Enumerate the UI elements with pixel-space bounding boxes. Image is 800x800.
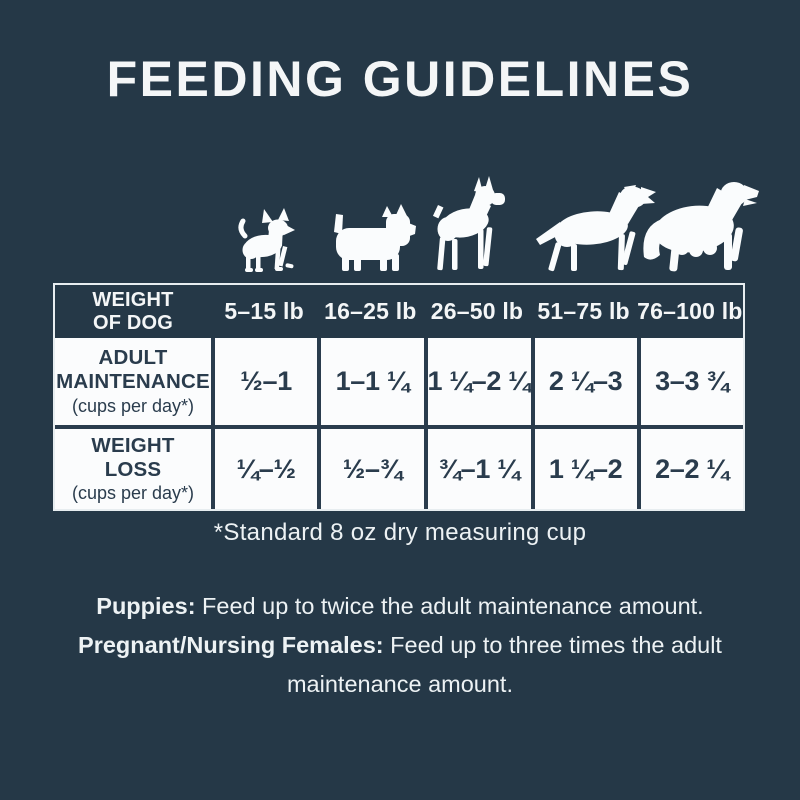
- note-line-continuation: maintenance amount.: [286, 671, 513, 697]
- note-line-pregnant: Pregnant/Nursing Females: Feed up to thr…: [78, 632, 722, 658]
- feeding-notes: Puppies: Feed up to twice the adult main…: [0, 587, 800, 704]
- dog-large-icon: [536, 185, 656, 272]
- note-line-puppies: Puppies: Feed up to twice the adult main…: [96, 593, 704, 619]
- value-cell: ½–1: [211, 338, 318, 425]
- col-header-1: 5–15 lb: [224, 298, 304, 324]
- dog-small-icon: [334, 204, 416, 271]
- value-cell: 1 ¼–2: [530, 425, 637, 509]
- dog-toy-icon: [238, 208, 295, 272]
- weight-of-dog-header: WEIGHT OF DOG: [55, 285, 211, 338]
- value-cell: 3–3 ¾: [636, 338, 743, 425]
- page-title: FEEDING GUIDELINES: [106, 51, 694, 107]
- weight-of-dog-line2: OF DOG: [92, 311, 174, 334]
- weight-of-dog-line1: WEIGHT: [92, 288, 174, 311]
- value-cell: 2 ¼–3: [530, 338, 637, 425]
- measuring-cup-footnote: *Standard 8 oz dry measuring cup: [213, 519, 587, 546]
- col-header-4: 51–75 lb: [537, 298, 630, 324]
- value-cell: 2–2 ¼: [636, 425, 743, 509]
- col-header-3: 26–50 lb: [430, 298, 524, 324]
- row-label-weight-loss: WEIGHT LOSS (cups per day*): [55, 425, 211, 509]
- dog-medium-icon: [433, 176, 505, 271]
- feeding-table: WEIGHT OF DOG 5–15 lb 16–25 lb 26–50 lb …: [53, 283, 745, 511]
- value-cell: 1 ¼–2 ¼: [423, 338, 531, 425]
- col-header-5: 76–100 lb: [637, 298, 743, 324]
- value-cell: 1–1 ¼: [317, 338, 424, 425]
- row-label-adult-maintenance: ADULT MAINTENANCE (cups per day*): [55, 338, 211, 425]
- col-header-2: 16–25 lb: [324, 298, 417, 324]
- value-cell: ¾–1 ¼: [423, 425, 531, 509]
- value-cell: ¼–½: [211, 425, 318, 509]
- dog-xlarge-icon: [643, 182, 759, 272]
- value-cell: ½–¾: [317, 425, 424, 509]
